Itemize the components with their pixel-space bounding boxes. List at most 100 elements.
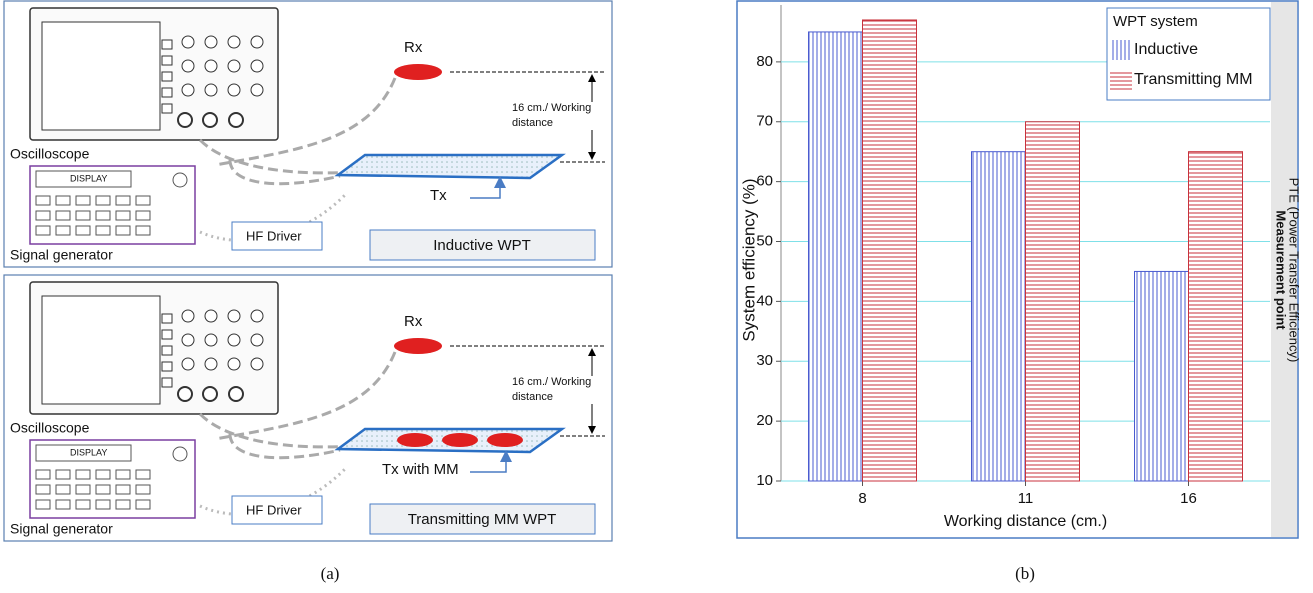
caption: (b) — [1015, 564, 1035, 583]
x-tick-label: 11 — [1018, 490, 1034, 507]
generator-label: Signal generator — [10, 247, 113, 263]
y-axis-label: System efficiency (%) — [739, 178, 758, 341]
mm-cell — [397, 433, 433, 447]
scope-knob — [250, 83, 264, 97]
scope-screen — [41, 295, 161, 405]
generator-key — [55, 195, 71, 206]
generator-key — [135, 225, 151, 236]
mm-cell — [487, 433, 523, 447]
side-strip — [1271, 2, 1297, 537]
generator-key — [95, 484, 111, 495]
scope-knob — [227, 357, 241, 371]
distance-label: distance — [512, 391, 553, 403]
generator-knob — [172, 446, 188, 462]
rx-label: Rx — [404, 313, 423, 330]
x-tick-label: 16 — [1180, 490, 1197, 507]
scope-knob — [227, 83, 241, 97]
generator-key — [95, 195, 111, 206]
y-tick-label: 10 — [756, 472, 773, 489]
scope-button — [161, 361, 173, 372]
generator-key — [75, 210, 91, 221]
caption-box — [369, 503, 596, 535]
rx-coil — [394, 338, 442, 354]
generator-key — [75, 195, 91, 206]
generator-key — [75, 499, 91, 510]
generator-key — [55, 469, 71, 480]
scope-label: Oscilloscope — [10, 420, 90, 436]
scope-knob — [181, 35, 195, 49]
generator-key — [95, 225, 111, 236]
scope-knob — [250, 309, 264, 323]
scope-button — [161, 345, 173, 356]
hf-driver — [231, 495, 323, 525]
generator-key — [75, 225, 91, 236]
generator-knob — [172, 172, 188, 188]
bar — [808, 31, 863, 482]
generator-key — [115, 225, 131, 236]
generator-key — [115, 210, 131, 221]
generator-key — [135, 210, 151, 221]
generator-key — [35, 484, 51, 495]
legend-label: Inductive — [1134, 41, 1198, 58]
scope-input — [228, 386, 244, 402]
rx-coil — [394, 64, 442, 80]
hf-driver — [231, 221, 323, 251]
scope-knob — [181, 333, 195, 347]
generator-label: Signal generator — [10, 521, 113, 537]
generator-display — [35, 444, 132, 462]
generator-display — [35, 170, 132, 188]
driver-label: HF Driver — [246, 502, 302, 517]
legend-title: WPT system — [1113, 13, 1198, 30]
y-tick-label: 70 — [756, 113, 773, 130]
scope-knob — [204, 59, 218, 73]
distance-label: 16 cm./ Working — [512, 102, 591, 114]
driver-label: HF Driver — [246, 228, 302, 243]
tx-pointer — [470, 176, 506, 199]
generator-key — [115, 469, 131, 480]
panel-caption: Transmitting MM WPT — [408, 511, 557, 528]
bar — [1025, 121, 1080, 482]
scope-input — [177, 112, 193, 128]
scope-knob — [204, 35, 218, 49]
generator-key — [135, 484, 151, 495]
scope-label: Oscilloscope — [10, 146, 90, 162]
legend-box — [1106, 7, 1271, 101]
generator-key — [55, 225, 71, 236]
scope-knob — [204, 83, 218, 97]
scope-knob — [250, 333, 264, 347]
scope-knob — [227, 309, 241, 323]
scope-knob — [227, 35, 241, 49]
bar — [971, 151, 1026, 482]
generator-display-text: DISPLAY — [70, 173, 107, 183]
generator-key — [35, 225, 51, 236]
generator-key — [35, 210, 51, 221]
scope-knob — [227, 59, 241, 73]
generator-key — [95, 499, 111, 510]
scope-button — [161, 71, 173, 82]
legend-swatch — [1110, 40, 1132, 60]
generator-key — [75, 469, 91, 480]
tx-pointer — [470, 450, 512, 473]
panel: Transmitting MM WPT Tx with MM HF Driver — [3, 274, 613, 542]
scope-button — [161, 313, 173, 324]
y-tick-label: 20 — [756, 412, 773, 429]
scope-input — [202, 112, 218, 128]
scope-button — [161, 39, 173, 50]
side-title: Measurement point — [1274, 210, 1289, 330]
scope-button — [161, 329, 173, 340]
scope-screen — [41, 21, 161, 131]
scope-knob — [204, 309, 218, 323]
y-tick-label: 40 — [756, 292, 773, 309]
cable — [214, 77, 397, 167]
tx-label: Tx — [430, 187, 447, 204]
generator-key — [135, 499, 151, 510]
y-tick-label: 60 — [756, 173, 773, 190]
generator-key — [55, 210, 71, 221]
mm-cell — [442, 433, 478, 447]
generator-key — [115, 484, 131, 495]
scope-button — [161, 55, 173, 66]
generator-key — [55, 484, 71, 495]
scope-knob — [181, 357, 195, 371]
scope-button — [161, 103, 173, 114]
generator-key — [95, 210, 111, 221]
